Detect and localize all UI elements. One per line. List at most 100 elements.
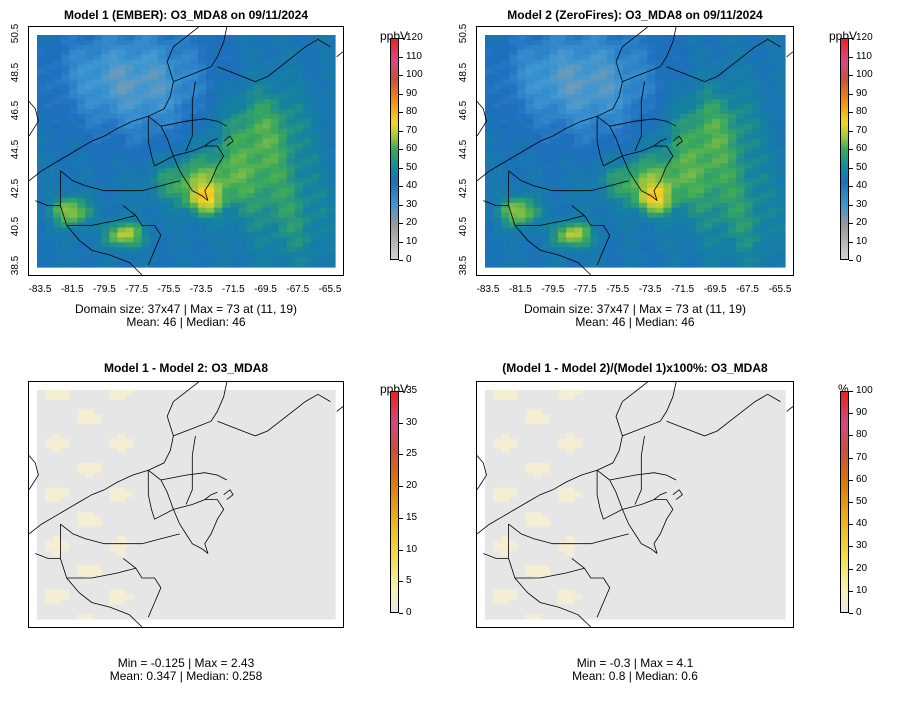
colorbar-tick-label: 10 <box>856 235 868 247</box>
y-tick-label: 48.5 <box>10 62 22 82</box>
colorbar-tick <box>399 75 403 76</box>
stats-line-1: Domain size: 37x47 | Max = 73 at (11, 19… <box>74 302 297 316</box>
colorbar-tick-label: 70 <box>406 124 418 136</box>
colorbar-tick <box>399 112 403 113</box>
map-plot <box>477 382 793 627</box>
grid-cells <box>485 35 786 268</box>
x-tick-label: -73.5 <box>189 284 213 295</box>
colorbar-tick-label: 50 <box>406 161 418 173</box>
grid-cells <box>37 35 336 268</box>
colorbar-tick-label: 30 <box>856 198 868 210</box>
colorbar-tick <box>849 613 853 614</box>
colorbar-tick-label: 60 <box>406 143 418 154</box>
colorbar-tick-label: 110 <box>406 50 422 62</box>
colorbar-tick <box>849 546 853 548</box>
panel-title: Model 2 (ZeroFires): O3_MDA8 on 09/11/20… <box>507 8 763 22</box>
x-tick-label: -79.5 <box>93 284 116 295</box>
stats-line-2: Mean: 0.347 | Median: 0.258 <box>109 669 263 683</box>
colorbar-tick-label: 30 <box>406 416 418 428</box>
x-tick-label: -83.5 <box>476 284 500 295</box>
colorbar-tick-label: 50 <box>856 496 868 507</box>
colorbar-unit: ppbV <box>380 382 409 396</box>
colorbar-tick <box>399 149 403 150</box>
stats-line-2: Mean: 46 | Median: 46 <box>575 315 695 329</box>
colorbar-tick <box>849 590 853 592</box>
colorbar-tick-label: 90 <box>856 407 868 419</box>
x-tick-label: -73.5 <box>638 284 662 295</box>
x-tick-label: -71.5 <box>221 284 245 295</box>
colorbar-tick-label: 40 <box>856 518 868 530</box>
colorbar-tick-label: 30 <box>856 540 868 552</box>
colorbar-tick-label: 15 <box>406 511 418 523</box>
x-tick-label: -67.5 <box>286 284 310 295</box>
colorbar-tick <box>399 454 403 456</box>
x-tick-label: -69.5 <box>703 284 727 295</box>
colorbar-tick <box>399 93 403 95</box>
colorbar-gradient <box>840 391 849 613</box>
colorbar-gradient <box>840 38 849 260</box>
colorbar-tick-label: 0 <box>406 254 412 265</box>
x-tick-label: -71.5 <box>671 284 695 295</box>
x-tick-label: -75.5 <box>606 284 630 295</box>
colorbar-tick-label: 70 <box>856 124 868 136</box>
map-plot <box>477 27 793 275</box>
colorbar-tick-label: 40 <box>856 180 868 191</box>
x-tick-label: -83.5 <box>28 284 52 295</box>
colorbar-tick <box>849 149 853 150</box>
colorbar-tick-label: 50 <box>856 161 868 173</box>
colorbar-tick <box>399 517 403 519</box>
colorbar-tick <box>849 130 853 132</box>
stats-line-1: Domain size: 37x47 | Max = 73 at (11, 19… <box>523 302 746 316</box>
colorbar-tick-label: 10 <box>856 584 868 596</box>
map-plot <box>29 382 343 627</box>
colorbar-tick-label: 0 <box>856 607 862 618</box>
colorbar-tick <box>849 241 853 243</box>
colorbar-tick-label: 80 <box>406 106 418 117</box>
colorbar-tick <box>399 38 403 39</box>
colorbar-tick <box>849 435 853 437</box>
colorbar-tick <box>399 613 403 614</box>
colorbar-tick <box>399 186 403 187</box>
panel-title: Model 1 (EMBER): O3_MDA8 on 09/11/2024 <box>63 8 309 22</box>
y-tick-label: 46.5 <box>10 101 22 121</box>
map-frame <box>28 381 344 628</box>
colorbar-tick-label: 60 <box>856 143 868 154</box>
colorbar-tick <box>849 186 853 187</box>
colorbar-tick <box>849 204 853 206</box>
map-frame <box>476 381 794 628</box>
colorbar-tick <box>399 241 403 243</box>
colorbar-tick-label: 80 <box>856 106 868 117</box>
colorbar-tick-label: 120 <box>406 32 423 43</box>
colorbar-tick-label: 90 <box>856 87 868 99</box>
colorbar-tick-label: 0 <box>856 254 862 265</box>
panel-title: Model 1 - Model 2: O3_MDA8 <box>103 361 269 375</box>
colorbar-tick <box>849 413 853 415</box>
y-tick-label: 50.5 <box>458 23 470 44</box>
colorbar-tick <box>849 223 853 224</box>
colorbar-gradient <box>390 391 399 613</box>
x-tick-label: -81.5 <box>60 284 84 295</box>
y-tick-label: 48.5 <box>458 62 470 82</box>
colorbar-tick <box>399 204 403 206</box>
colorbar-tick-label: 70 <box>856 451 868 463</box>
x-tick-label: -77.5 <box>125 284 149 295</box>
boundary-lines <box>477 382 793 627</box>
y-tick-label: 50.5 <box>10 23 22 44</box>
x-tick-label: -69.5 <box>254 284 277 295</box>
map-frame <box>28 26 344 276</box>
stats-line-1: Min = -0.3 | Max = 4.1 <box>576 656 694 670</box>
colorbar-tick <box>399 56 403 58</box>
boundary-lines <box>29 27 343 275</box>
colorbar-tick <box>849 502 853 503</box>
colorbar-tick <box>399 422 403 424</box>
colorbar-tick <box>849 93 853 95</box>
colorbar-tick-label: 80 <box>856 429 868 441</box>
colorbar-tick-label: 100 <box>856 69 873 80</box>
y-tick-label: 38.5 <box>10 255 22 276</box>
colorbar-tick-label: 90 <box>406 87 418 99</box>
map-frame <box>476 26 794 276</box>
colorbar-tick-label: 20 <box>856 217 868 228</box>
colorbar-tick-label: 20 <box>406 217 418 228</box>
colorbar-tick-label: 20 <box>406 480 418 492</box>
colorbar-tick-label: 60 <box>856 473 868 485</box>
